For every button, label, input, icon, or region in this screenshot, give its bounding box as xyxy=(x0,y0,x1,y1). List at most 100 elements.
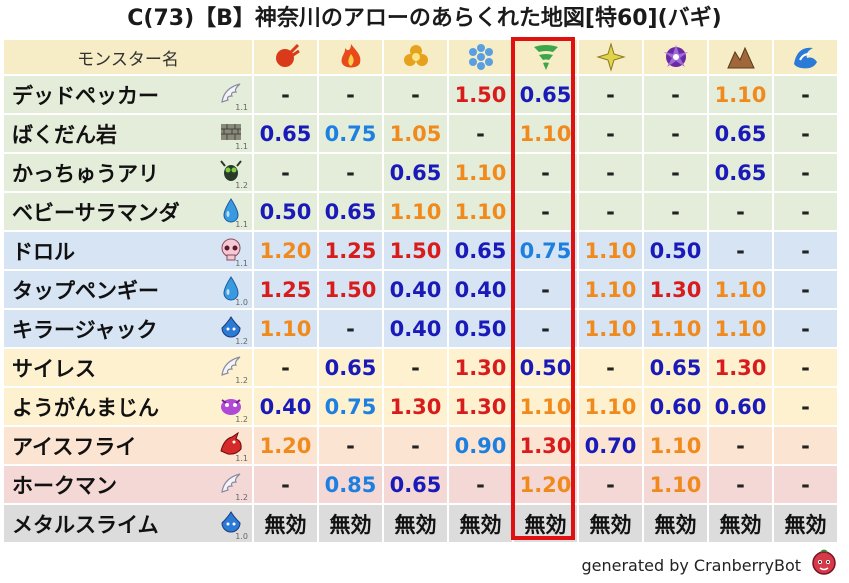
resistance-value: 1.20 xyxy=(254,232,317,269)
resistance-value: 0.65 xyxy=(254,115,317,152)
brick-icon xyxy=(221,124,241,140)
resistance-value: 無効 xyxy=(514,505,577,542)
resistance-value: - xyxy=(579,115,642,152)
resistance-value: 1.10 xyxy=(579,388,642,425)
monster-name-cell: ばくだん岩 1.1 xyxy=(4,115,252,152)
monster-level: 1.1 xyxy=(235,454,248,463)
column-header-monster-name: モンスター名 xyxy=(4,40,252,74)
droplet-icon xyxy=(223,276,239,301)
monster-name: ドロル xyxy=(12,239,75,264)
resistance-value: - xyxy=(774,271,837,308)
resistance-value: - xyxy=(774,466,837,503)
resistance-value: - xyxy=(319,310,382,347)
monster-name-cell: ようがんまじん 1.2 xyxy=(4,388,252,425)
cranberry-bot-icon xyxy=(812,549,836,575)
resistance-value: 無効 xyxy=(384,505,447,542)
resistance-value: - xyxy=(774,349,837,386)
resistance-value: 無効 xyxy=(449,505,512,542)
resistance-value: 1.10 xyxy=(709,76,772,113)
resistance-value: - xyxy=(644,193,707,230)
skull-icon xyxy=(221,238,241,261)
resistance-value: 1.50 xyxy=(449,76,512,113)
resistance-value: - xyxy=(254,466,317,503)
resistance-value: 0.50 xyxy=(644,232,707,269)
resistance-value: - xyxy=(774,388,837,425)
resistance-value: - xyxy=(709,427,772,464)
monster-name: かっちゅうアリ xyxy=(12,161,159,186)
resistance-value: - xyxy=(579,76,642,113)
resistance-value: 0.65 xyxy=(709,154,772,191)
resistance-value: 1.20 xyxy=(514,466,577,503)
resistance-value: 1.30 xyxy=(709,349,772,386)
resistance-value: 無効 xyxy=(644,505,707,542)
monster-level: 1.2 xyxy=(235,376,248,385)
resistance-value: 無効 xyxy=(254,505,317,542)
resistance-value: - xyxy=(644,154,707,191)
resistance-value: 0.40 xyxy=(254,388,317,425)
resistance-value: - xyxy=(579,154,642,191)
resistance-value: - xyxy=(449,466,512,503)
resistance-value: 1.10 xyxy=(384,193,447,230)
resistance-value: 1.10 xyxy=(514,388,577,425)
resistance-value: 0.40 xyxy=(384,310,447,347)
resistance-value: 1.10 xyxy=(514,115,577,152)
column-header-fire-spell xyxy=(319,40,382,74)
monster-name: デッドペッカー xyxy=(12,83,159,108)
resistance-value: 0.70 xyxy=(579,427,642,464)
monster-name-cell: アイスフライ 1.1 xyxy=(4,427,252,464)
resistance-value: - xyxy=(384,427,447,464)
column-header-wind-spell xyxy=(514,40,577,74)
column-header-earth-spell xyxy=(709,40,772,74)
resistance-value: 1.10 xyxy=(254,310,317,347)
resistance-value: 1.10 xyxy=(644,427,707,464)
resistance-value: 1.25 xyxy=(254,271,317,308)
resistance-value: 1.10 xyxy=(709,271,772,308)
resistance-value: 無効 xyxy=(579,505,642,542)
table-row: デッドペッカー 1.1- - -1.50 0.65- -1.10- xyxy=(4,76,837,113)
fireball-spell-icon xyxy=(275,43,300,67)
resistance-value: - xyxy=(579,349,642,386)
resistance-value: - xyxy=(774,427,837,464)
monster-name-cell: ベビーサラマンダ 1.1 xyxy=(4,193,252,230)
resistance-value: - xyxy=(709,193,772,230)
monster-name: ばくだん岩 xyxy=(12,122,117,147)
footer-credit: generated by CranberryBot xyxy=(581,556,801,575)
monster-name: キラージャック xyxy=(12,317,158,342)
wind-spell-icon xyxy=(533,45,558,70)
slime-icon xyxy=(221,316,241,338)
explosion-spell-icon xyxy=(403,45,428,66)
resistance-value: - xyxy=(319,427,382,464)
resistance-value: - xyxy=(644,76,707,113)
monster-name-cell: サイレス 1.2 xyxy=(4,349,252,386)
dragon-icon xyxy=(220,431,242,455)
monster-name-cell: ドロル 1.1 xyxy=(4,232,252,269)
resistance-value: 1.10 xyxy=(644,310,707,347)
table-row: ドロル 1.1 1.20 1.25 1.50 0.65 0.75 1.10 0.50- - xyxy=(4,232,837,269)
resistance-value: 1.10 xyxy=(579,310,642,347)
resistance-value: 無効 xyxy=(319,505,382,542)
resistance-value: 無効 xyxy=(774,505,837,542)
resistance-value: 1.50 xyxy=(319,271,382,308)
table-row: ようがんまじん 1.2 0.40 0.75 1.30 1.30 1.10 1.10 0.60 0.… xyxy=(4,388,837,425)
monster-name: ホークマン xyxy=(12,473,117,498)
wing-icon xyxy=(221,473,241,493)
slime-icon xyxy=(221,511,241,533)
resistance-value: - xyxy=(514,310,577,347)
ice-spell-icon xyxy=(468,44,493,70)
monster-name-cell: ホークマン 1.2 xyxy=(4,466,252,503)
monster-level: 1.0 xyxy=(235,298,248,307)
resistance-value: - xyxy=(254,349,317,386)
resistance-value: 0.65 xyxy=(514,76,577,113)
resistance-value: 0.65 xyxy=(644,349,707,386)
column-header-lightning-spell xyxy=(579,40,642,74)
monster-name: サイレス xyxy=(12,356,96,381)
resistance-value: - xyxy=(644,115,707,152)
resistance-value: - xyxy=(774,115,837,152)
column-header-dark-spell xyxy=(644,40,707,74)
table-row: キラージャック 1.2 1.10-0.40 0.50-1.10 1.10 1.10- xyxy=(4,310,837,347)
resistance-value: - xyxy=(319,76,382,113)
resistance-value: 0.60 xyxy=(709,388,772,425)
column-header-explosion-spell xyxy=(384,40,447,74)
fire-spell-icon xyxy=(341,44,360,68)
monster-level: 1.1 xyxy=(235,259,248,268)
